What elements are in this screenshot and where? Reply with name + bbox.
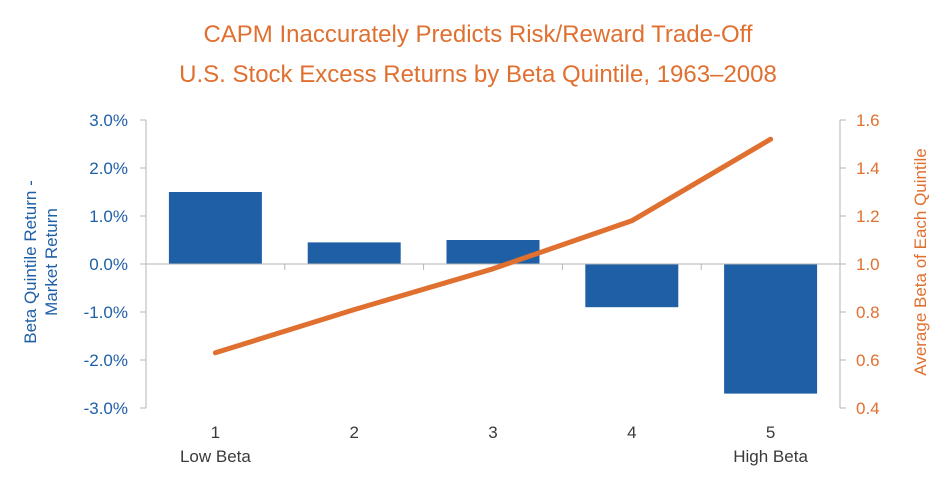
left-tick-label: 3.0% xyxy=(89,111,128,130)
left-tick-label: 0.0% xyxy=(89,255,128,274)
x-tick-sublabel: Low Beta xyxy=(180,447,251,466)
x-tick-sublabel: High Beta xyxy=(733,447,808,466)
right-tick-label: 0.8 xyxy=(856,303,880,322)
x-tick-label: 1 xyxy=(211,423,220,442)
left-tick-label: -2.0% xyxy=(84,351,128,370)
right-axis-label: Average Beta of Each Quintile xyxy=(911,148,930,375)
bar-quintile-1 xyxy=(168,192,262,264)
right-tick-label: 1.4 xyxy=(856,159,880,178)
left-axis-label-line-2: Market Return xyxy=(42,208,61,316)
right-tick-label: 1.6 xyxy=(856,111,880,130)
chart-subtitle: U.S. Stock Excess Returns by Beta Quinti… xyxy=(179,61,777,88)
right-tick-label: 0.4 xyxy=(856,399,880,418)
left-tick-label: 2.0% xyxy=(89,159,128,178)
bar-quintile-4 xyxy=(585,264,679,308)
left-axis-label-line-1: Beta Quintile Return - xyxy=(21,180,40,343)
x-tick-label: 4 xyxy=(627,423,636,442)
average-beta-line xyxy=(212,136,774,356)
left-tick-label: 1.0% xyxy=(89,207,128,226)
x-tick-label: 2 xyxy=(349,423,358,442)
x-tick-label: 3 xyxy=(488,423,497,442)
chart-title: CAPM Inaccurately Predicts Risk/Reward T… xyxy=(203,21,752,48)
bar-quintile-2 xyxy=(307,242,401,264)
left-tick-label: -1.0% xyxy=(84,303,128,322)
bar-quintile-5 xyxy=(724,264,818,394)
right-tick-label: 0.6 xyxy=(856,351,880,370)
right-tick-label: 1.2 xyxy=(856,207,880,226)
x-tick-label: 5 xyxy=(766,423,775,442)
bar-quintile-3 xyxy=(446,240,540,264)
left-tick-label: -3.0% xyxy=(84,399,128,418)
right-tick-label: 1.0 xyxy=(856,255,880,274)
